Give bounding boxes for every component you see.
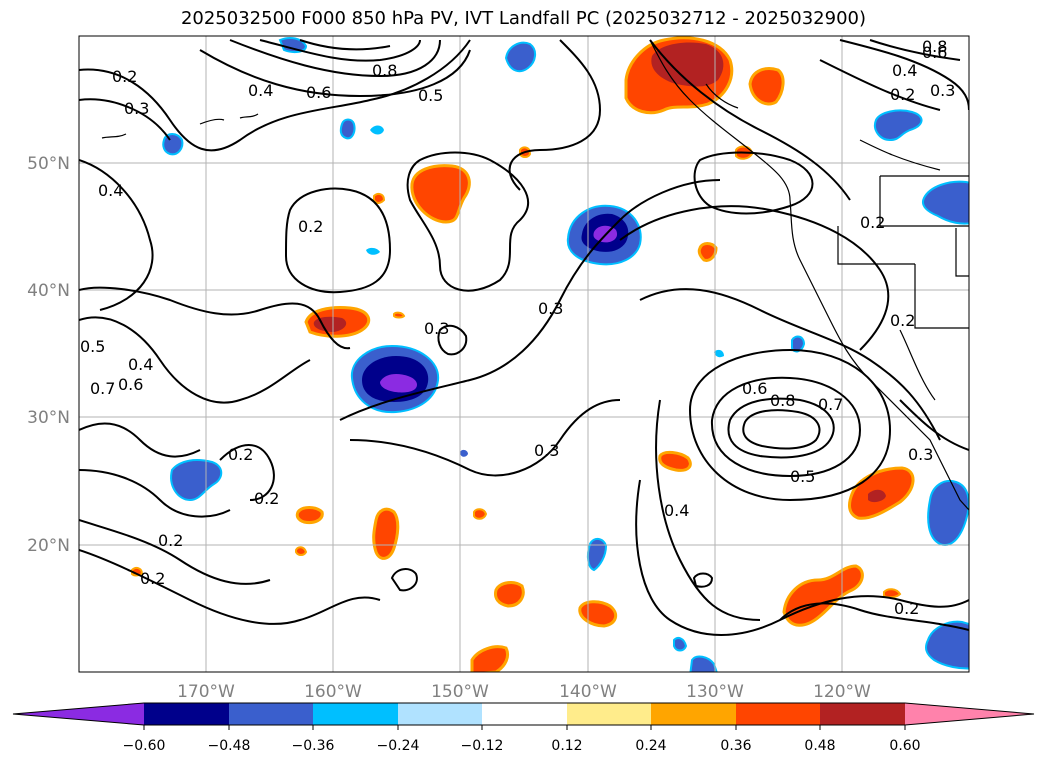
colorbar-bin [820, 703, 905, 725]
contour-label: 0.2 [158, 531, 183, 550]
colorbar-bin [144, 703, 229, 725]
contour-label: 0.2 [254, 489, 279, 508]
lon-label: 120°W [813, 682, 871, 702]
negative-anomaly-blob [350, 344, 440, 414]
lon-label: 140°W [559, 682, 617, 702]
contour-label: 0.4 [98, 181, 123, 200]
contour-label: 0.3 [538, 299, 563, 318]
contour-label: 0.4 [664, 501, 689, 520]
colorbar-bin [398, 703, 482, 725]
contour-label: 0.7 [90, 379, 115, 398]
contour-label: 0.2 [894, 599, 919, 618]
contour-label: 0.6 [118, 375, 143, 394]
colorbar-bin [229, 703, 313, 725]
colorbar-tick-label: 0.24 [635, 738, 666, 754]
lat-label: 40°N [27, 281, 70, 301]
lon-label: 150°W [431, 682, 489, 702]
contour-label: 0.4 [892, 61, 917, 80]
colorbar: −0.60 −0.48 −0.36 −0.24 −0.12 0.12 0.24 … [12, 702, 1035, 754]
contour-label: 0.7 [818, 395, 843, 414]
colorbar-tick-label: −0.60 [123, 738, 166, 754]
contour-label: 0.8 [372, 61, 397, 80]
longitude-labels: 170°W 160°W 150°W 140°W 130°W 120°W [177, 682, 871, 702]
colorbar-bin [736, 703, 820, 725]
contour-label: 0.8 [922, 37, 947, 56]
colorbar-tick-label: −0.48 [208, 738, 251, 754]
contour-label: 0.6 [306, 83, 331, 102]
contour-label: 0.2 [140, 569, 165, 588]
contour-label: 0.2 [860, 213, 885, 232]
contour-label: 0.4 [248, 81, 273, 100]
contour-label: 0.5 [790, 467, 815, 486]
colorbar-extend-left [13, 703, 144, 725]
latitude-labels: 50°N 40°N 30°N 20°N [27, 154, 70, 556]
colorbar-bin [651, 703, 736, 725]
contour-label: 0.3 [424, 319, 449, 338]
colorbar-ticks [143, 725, 906, 730]
colorbar-bin [482, 703, 567, 725]
contour-label: 0.6 [922, 43, 947, 62]
contour-label: 0.6 [742, 379, 767, 398]
contour-label: 0.2 [228, 445, 253, 464]
contour-label: 0.3 [124, 99, 149, 118]
contour-label: 0.3 [930, 81, 955, 100]
contour-label: 0.2 [112, 67, 137, 86]
contour-lines [79, 39, 969, 636]
colorbar-tick-label: −0.36 [292, 738, 335, 754]
contour-label: 0.5 [80, 337, 105, 356]
contour-label: 0.3 [534, 441, 559, 460]
colorbar-tick-label: 0.36 [720, 738, 751, 754]
contour-label: 0.3 [908, 445, 933, 464]
colorbar-extend-right [905, 703, 1034, 725]
colorbar-bin [313, 703, 398, 725]
contour-label: 0.5 [418, 86, 443, 105]
contour-label: 0.2 [890, 311, 915, 330]
colorbar-tick-label: 0.12 [551, 738, 582, 754]
lon-label: 130°W [686, 682, 744, 702]
colorbar-tick-label: 0.60 [889, 738, 920, 754]
coastlines [101, 39, 969, 511]
contour-label: 0.4 [128, 355, 153, 374]
colorbar-tick-label: −0.24 [377, 738, 420, 754]
contour-label: 0.8 [770, 391, 795, 410]
contour-label-group: 0.2 0.3 0.4 0.5 0.6 0.8 0.4 0.2 0.3 0.3 … [80, 37, 955, 618]
plot-frame [78, 35, 970, 673]
contour-label: 0.2 [298, 217, 323, 236]
lon-label: 170°W [177, 682, 235, 702]
graticule [79, 36, 969, 672]
colorbar-bin [567, 703, 651, 725]
lat-label: 30°N [27, 408, 70, 428]
lat-label: 20°N [27, 536, 70, 556]
contour-label: 0.2 [890, 85, 915, 104]
lon-label: 160°W [304, 682, 362, 702]
map-title: 2025032500 F000 850 hPa PV, IVT Landfall… [180, 8, 867, 29]
colorbar-tick-label: −0.12 [461, 738, 504, 754]
colorbar-tick-label: 0.48 [804, 738, 835, 754]
lat-label: 50°N [27, 154, 70, 174]
